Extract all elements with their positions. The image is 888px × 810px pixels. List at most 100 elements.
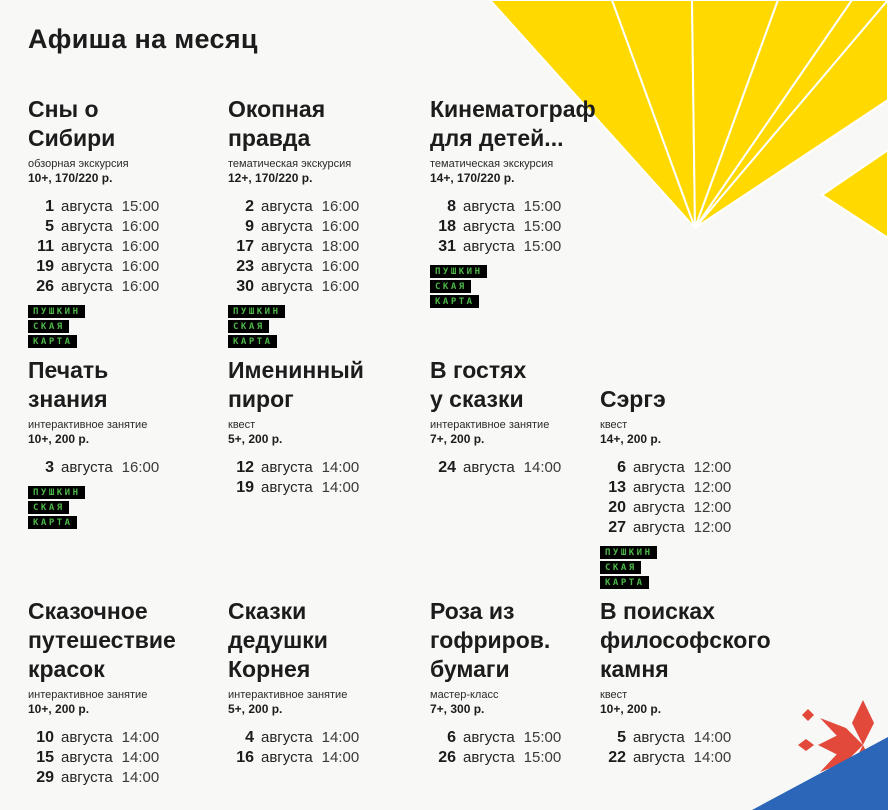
page-title: Афиша на месяц	[28, 24, 258, 54]
red-ornament-petal	[852, 700, 874, 745]
event-month: августа	[261, 729, 313, 746]
event-day: 5	[617, 729, 626, 746]
event-card: Сказки дедушки Корнея интерактивное занятие…	[228, 597, 430, 768]
event-month: августа	[61, 198, 113, 215]
event-time: 12:00	[693, 479, 732, 496]
event-row: Сказочное путешествие красок интерактивное …	[28, 597, 888, 788]
event-date: 1 августа 15:00	[28, 197, 228, 217]
event-date-list: 5 августа 14:00 22 августа 14:00	[600, 728, 840, 768]
event-date-list: 3 августа 16:00	[28, 458, 228, 478]
pushkin-card-badge: ПУШКИН СКАЯ КАРТА	[28, 486, 228, 529]
pushkin-badge-line: ПУШКИН	[28, 486, 85, 499]
event-type: квест	[600, 689, 628, 701]
event-title-line: Именинный	[228, 357, 364, 383]
event-time: 14:00	[321, 729, 360, 746]
event-age-price: 10+, 200 р.	[28, 432, 90, 446]
event-title-line: красок	[28, 656, 105, 682]
event-time: 12:00	[693, 499, 732, 516]
pushkin-badge-line: СКАЯ	[430, 280, 471, 293]
event-date: 24 августа 14:00	[430, 458, 600, 478]
event-card: Сэргэ квест 14+, 200 р. 6 августа 12:00 13 авгу…	[600, 356, 840, 591]
event-day: 8	[447, 198, 456, 215]
event-date: 29 августа 14:00	[28, 768, 228, 788]
event-title-line: Сэргэ	[600, 386, 666, 412]
event-day: 30	[236, 278, 254, 295]
event-row: Печать знания интерактивное занятие 10+, 20…	[28, 356, 888, 591]
event-age-price: 7+, 200 р.	[430, 432, 485, 446]
event-time: 16:00	[121, 459, 160, 476]
event-date-list: 4 августа 14:00 16 августа 14:00	[228, 728, 430, 768]
event-day: 9	[245, 218, 254, 235]
event-type: интерактивное занятие	[430, 419, 550, 431]
event-month: августа	[61, 278, 113, 295]
event-card: Именинный пирог квест 5+, 200 р. 12 августа 14…	[228, 356, 430, 498]
event-month: августа	[463, 218, 515, 235]
pushkin-badge-line: СКАЯ	[28, 320, 69, 333]
event-day: 15	[36, 749, 54, 766]
event-date: 18 августа 15:00	[430, 217, 600, 237]
event-card: Роза из гофриров. бумаги мастер-класс 7+, 30…	[430, 597, 600, 768]
event-date-list: 2 августа 16:00 9 августа 16:00 17 августа 18:00…	[228, 197, 430, 297]
event-title-line: Кинематограф	[430, 96, 596, 122]
yellow-facet	[694, 0, 888, 229]
event-date-list: 1 августа 15:00 5 августа 16:00 11 августа 16:00…	[28, 197, 228, 297]
event-day: 26	[438, 749, 456, 766]
event-date: 5 августа 16:00	[28, 217, 228, 237]
event-month: августа	[61, 218, 113, 235]
event-time: 16:00	[321, 218, 360, 235]
event-title-line: дедушки	[228, 627, 328, 653]
event-date: 22 августа 14:00	[600, 748, 840, 768]
event-date: 5 августа 14:00	[600, 728, 840, 748]
event-title: Кинематограф для детей...	[430, 95, 600, 153]
event-day: 1	[45, 198, 54, 215]
event-card: Сны о Сибири обзорная экскурсия 10+, 170/22…	[28, 95, 228, 350]
event-title: Окопная правда	[228, 95, 430, 153]
event-time: 16:00	[121, 218, 160, 235]
event-age-price: 5+, 200 р.	[228, 702, 283, 716]
event-day: 3	[45, 459, 54, 476]
pushkin-badge-line: КАРТА	[28, 335, 77, 348]
event-time: 14:00	[693, 729, 732, 746]
event-month: августа	[633, 479, 685, 496]
event-type: обзорная экскурсия	[28, 158, 129, 170]
event-date-list: 8 августа 15:00 18 августа 15:00 31 августа 15:0…	[430, 197, 600, 257]
event-month: августа	[633, 459, 685, 476]
event-age-price: 7+, 300 р.	[430, 702, 485, 716]
event-title-line: В гостях	[430, 357, 527, 383]
event-title: Сэргэ	[600, 356, 840, 414]
event-date-list: 10 августа 14:00 15 августа 14:00 29 августа 14:…	[28, 728, 228, 788]
pushkin-badge-line: ПУШКИН	[430, 265, 487, 278]
event-time: 15:00	[523, 218, 562, 235]
red-ornament-petal	[820, 745, 863, 772]
event-month: августа	[261, 258, 313, 275]
event-day: 2	[245, 198, 254, 215]
event-title: Сны о Сибири	[28, 95, 228, 153]
event-title-line: камня	[600, 656, 669, 682]
event-title-line: философского	[600, 627, 771, 653]
yellow-crystal-decoration	[489, 0, 888, 239]
pushkin-badge-line: ПУШКИН	[600, 546, 657, 559]
event-month: августа	[61, 729, 113, 746]
corner-ornament-decoration	[752, 700, 888, 810]
event-age-price: 12+, 170/220 р.	[228, 171, 313, 185]
event-type: тематическая экскурсия	[430, 158, 554, 170]
event-card: Кинематограф для детей... тематическая экс…	[430, 95, 600, 310]
event-month: августа	[633, 519, 685, 536]
event-day: 10	[36, 729, 54, 746]
event-day: 16	[236, 749, 254, 766]
event-month: августа	[61, 238, 113, 255]
event-time: 15:00	[121, 198, 160, 215]
event-date-list: 6 августа 12:00 13 августа 12:00 20 августа 12:0…	[600, 458, 840, 538]
event-title-line: у сказки	[430, 386, 524, 412]
pushkin-badge-line: КАРТА	[430, 295, 479, 308]
event-title-line: путешествие	[28, 627, 176, 653]
event-day: 6	[617, 459, 626, 476]
pushkin-badge-line: ПУШКИН	[28, 305, 85, 318]
event-date: 16 августа 14:00	[228, 748, 430, 768]
event-date: 10 августа 14:00	[28, 728, 228, 748]
poster-content: Афиша на месяц Сны о Сибири обзорная экску…	[28, 24, 888, 788]
pushkin-card-badge: ПУШКИН СКАЯ КАРТА	[228, 305, 430, 348]
event-date: 13 августа 12:00	[600, 478, 840, 498]
event-title-line: гофриров.	[430, 627, 551, 653]
